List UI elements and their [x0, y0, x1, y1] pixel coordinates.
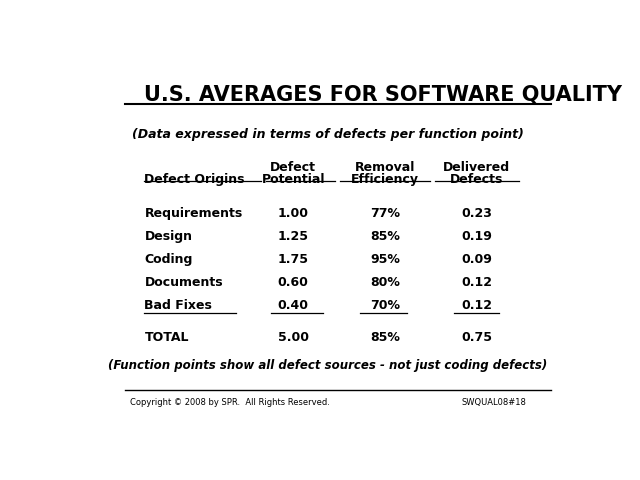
Text: (Data expressed in terms of defects per function point): (Data expressed in terms of defects per …	[132, 128, 524, 141]
Text: Delivered: Delivered	[444, 161, 510, 174]
Text: 0.19: 0.19	[461, 230, 492, 243]
Text: Requirements: Requirements	[145, 207, 243, 220]
Text: 0.60: 0.60	[278, 276, 308, 289]
Text: Potential: Potential	[262, 173, 325, 186]
Text: 0.12: 0.12	[461, 276, 492, 289]
Text: Bad Fixes: Bad Fixes	[145, 299, 212, 312]
Text: Documents: Documents	[145, 276, 223, 289]
Text: U.S. AVERAGES FOR SOFTWARE QUALITY: U.S. AVERAGES FOR SOFTWARE QUALITY	[145, 85, 623, 105]
Text: 0.75: 0.75	[461, 331, 492, 344]
Text: 0.40: 0.40	[278, 299, 308, 312]
Text: 80%: 80%	[370, 276, 400, 289]
Text: Removal: Removal	[355, 161, 415, 174]
Text: Coding: Coding	[145, 253, 193, 266]
Text: (Function points show all defect sources - not just coding defects): (Function points show all defect sources…	[108, 359, 548, 372]
Text: 70%: 70%	[370, 299, 400, 312]
Text: Efficiency: Efficiency	[351, 173, 419, 186]
Text: 85%: 85%	[370, 331, 400, 344]
Text: Defects: Defects	[450, 173, 504, 186]
Text: 0.09: 0.09	[461, 253, 492, 266]
Text: 77%: 77%	[370, 207, 400, 220]
Text: 1.75: 1.75	[278, 253, 308, 266]
Text: 0.23: 0.23	[461, 207, 492, 220]
Text: Defect: Defect	[270, 161, 316, 174]
Text: 0.12: 0.12	[461, 299, 492, 312]
Text: Defect Origins: Defect Origins	[145, 173, 245, 186]
Text: 1.00: 1.00	[278, 207, 308, 220]
Text: 1.25: 1.25	[278, 230, 308, 243]
Text: SWQUAL08#18: SWQUAL08#18	[461, 397, 527, 407]
Text: Design: Design	[145, 230, 193, 243]
Text: 5.00: 5.00	[278, 331, 308, 344]
Text: 95%: 95%	[370, 253, 400, 266]
Text: Copyright © 2008 by SPR.  All Rights Reserved.: Copyright © 2008 by SPR. All Rights Rese…	[129, 397, 330, 407]
Text: 85%: 85%	[370, 230, 400, 243]
Text: TOTAL: TOTAL	[145, 331, 189, 344]
